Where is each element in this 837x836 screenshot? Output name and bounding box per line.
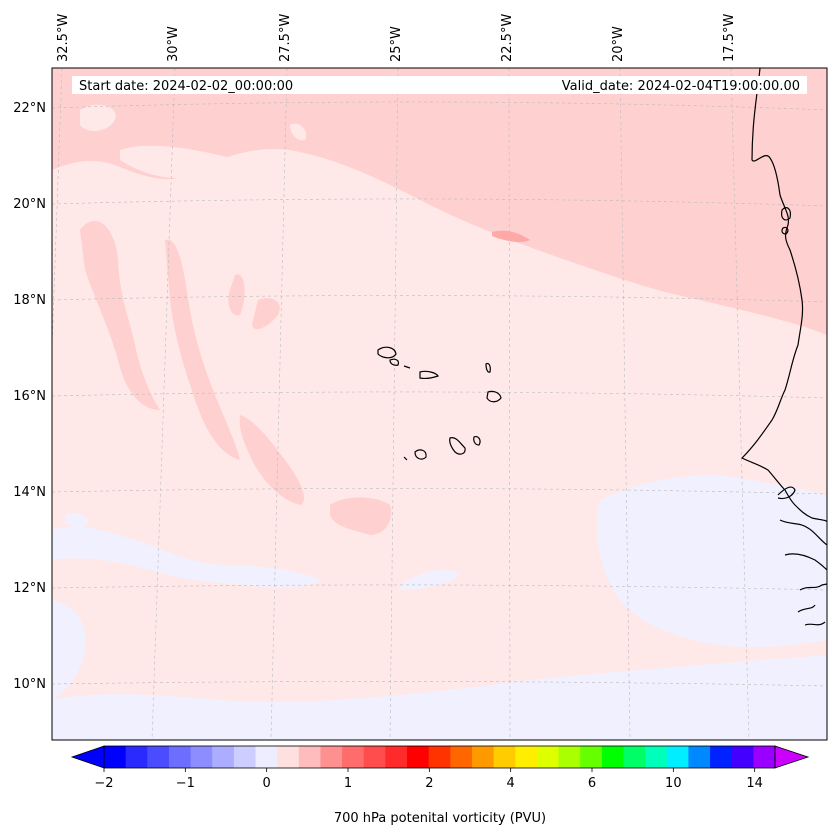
- start-date-label: Start date: 2024-02-02_00:00:00: [79, 79, 293, 94]
- colorbar-swatch: [190, 746, 213, 768]
- longitude-labels: 32.5°W 30°W 27.5°W 25°W 22.5°W 20°W 17.5…: [56, 14, 737, 62]
- colorbar: −2 −1 0 1 2 4 6 10 14 700 hPa potenital vorticit…: [70, 745, 810, 826]
- lon-label: 27.5°W: [278, 14, 293, 62]
- lat-label: 20°N: [13, 197, 46, 212]
- colorbar-swatch: [558, 746, 581, 768]
- colorbar-swatch: [255, 746, 278, 768]
- pv-patch-high: [492, 230, 530, 243]
- lon-label: 30°W: [166, 26, 181, 62]
- coast-detail-2: [779, 519, 827, 546]
- lat-label: 10°N: [13, 677, 46, 692]
- pv-band-north: [52, 68, 827, 335]
- colorbar-swatch: [342, 746, 365, 768]
- colorbar-swatch: [471, 746, 495, 768]
- colorbar-swatch: [710, 746, 733, 768]
- pv-negative-3: [52, 655, 827, 740]
- colorbar-swatch: [104, 746, 127, 768]
- pv-filament-2: [165, 239, 240, 460]
- lon-label: 17.5°W: [722, 14, 737, 62]
- pv-negative-5: [400, 569, 460, 590]
- colorbar-tick-label: 2: [425, 776, 433, 791]
- colorbar-swatch: [428, 746, 451, 768]
- colorbar-swatch: [666, 746, 689, 768]
- colorbar-tick-label: 0: [263, 776, 271, 791]
- colorbar-swatch: [623, 746, 646, 768]
- colorbar-tick-label: −2: [94, 776, 113, 791]
- colorbar-swatch: [125, 746, 148, 768]
- lat-label: 18°N: [13, 293, 46, 308]
- colorbar-extend-min: [70, 745, 105, 769]
- header-box: [72, 76, 807, 94]
- colorbar-swatch: [601, 746, 624, 768]
- colorbar-swatch: [385, 746, 408, 768]
- pv-patch-light-1: [120, 145, 300, 206]
- lon-label: 22.5°W: [500, 14, 515, 62]
- colorbar-swatches: [104, 746, 776, 768]
- lon-label: 25°W: [389, 26, 404, 62]
- pv-filament-4: [252, 298, 280, 330]
- pv-filament-6: [330, 497, 392, 535]
- colorbar-swatch: [147, 746, 170, 768]
- colorbar-swatch: [645, 746, 668, 768]
- colorbar-swatch: [233, 746, 257, 768]
- colorbar-extend-max: [774, 745, 810, 769]
- colorbar-tick-label: 4: [507, 776, 515, 791]
- colorbar-swatch: [688, 746, 711, 768]
- colorbar-swatch: [731, 746, 754, 768]
- colorbar-swatch: [212, 746, 235, 768]
- colorbar-frame: [103, 745, 776, 769]
- colorbar-swatch: [536, 746, 560, 768]
- colorbar-tick-label: 14: [746, 776, 763, 791]
- colorbar-label: 700 hPa potenital vorticity (PVU): [334, 811, 546, 826]
- colorbar-tick-label: 1: [344, 776, 352, 791]
- pv-patch-light-3: [290, 123, 307, 141]
- colorbar-swatch: [450, 746, 473, 768]
- colorbar-swatch: [363, 746, 386, 768]
- colorbar-tick-label: 6: [588, 776, 596, 791]
- colorbar-tick-label: −1: [176, 776, 195, 791]
- coast-detail-3: [784, 553, 827, 571]
- colorbar-swatch: [515, 746, 538, 768]
- lat-label: 16°N: [13, 389, 46, 404]
- lat-label: 12°N: [13, 581, 46, 596]
- pv-filament-5: [239, 415, 305, 505]
- colorbar-swatch: [580, 746, 603, 768]
- colorbar-ticks: −2 −1 0 1 2 4 6 10 14: [94, 768, 763, 791]
- colorbar-swatch: [277, 746, 300, 768]
- graticule: [52, 68, 827, 740]
- map-frame: [51, 67, 828, 741]
- lon-label: 32.5°W: [56, 14, 71, 62]
- coast-detail-4: [797, 583, 827, 626]
- lat-label: 14°N: [13, 485, 46, 500]
- pv-filament-3: [228, 274, 245, 316]
- pv-negative-1: [52, 526, 320, 588]
- lat-label: 22°N: [13, 101, 46, 116]
- colorbar-tick-label: 10: [665, 776, 682, 791]
- coast-detail-1: [777, 486, 796, 500]
- colorbar-swatch: [493, 746, 516, 768]
- lon-label: 20°W: [611, 26, 626, 62]
- valid-date-label: Valid_date: 2024-02-04T19:00:00.00: [562, 79, 800, 94]
- colorbar-swatch: [298, 746, 321, 768]
- pv-patch-light-2: [80, 104, 116, 132]
- cape-verde-islands: [377, 346, 502, 461]
- colorbar-swatch: [168, 746, 192, 768]
- latitude-labels: 22°N 20°N 18°N 16°N 14°N 12°N 10°N: [13, 101, 46, 692]
- map-panel: [52, 68, 827, 740]
- pv-filament-1: [80, 221, 160, 410]
- pv-negative-2: [52, 600, 86, 700]
- colorbar-swatch: [407, 746, 430, 768]
- pv-negative-4: [596, 475, 827, 648]
- pv-negative-6: [65, 513, 89, 528]
- coast-detail-5: [781, 207, 791, 235]
- colorbar-swatch: [753, 746, 776, 768]
- colorbar-swatch: [320, 746, 343, 768]
